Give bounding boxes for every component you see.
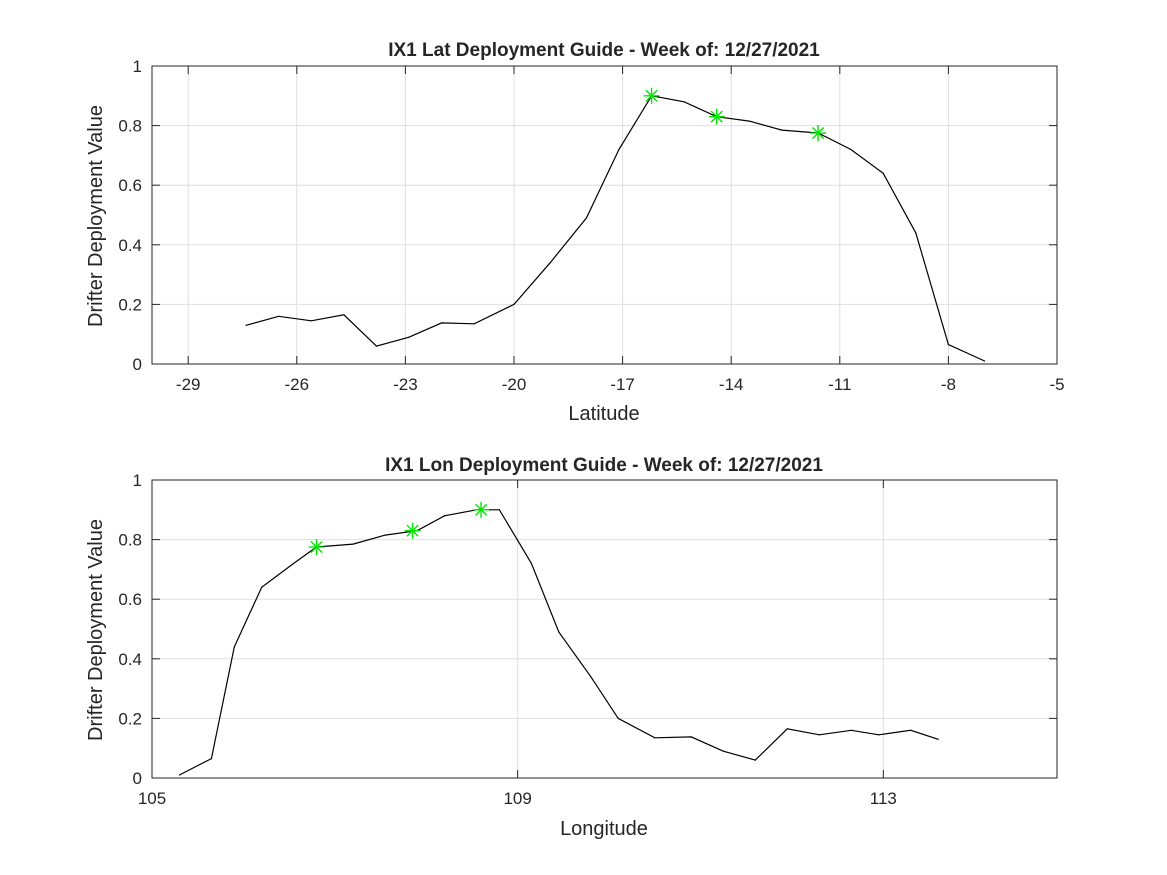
lon-y-tick-label: 0.4: [118, 650, 142, 669]
lon-data-point: [722, 750, 724, 752]
lon-data-point: [617, 717, 619, 720]
lon-y-tick-label: 1: [133, 471, 142, 490]
lat-data-point: [748, 120, 750, 122]
lat-x-tick-label: -26: [285, 375, 310, 394]
lon-data-point: [754, 759, 756, 761]
lat-highlight-marker: [708, 108, 725, 125]
lon-data-point: [937, 738, 939, 740]
lat-x-tick-label: -5: [1049, 375, 1064, 394]
lat-x-tick-label: -23: [393, 375, 418, 394]
lon-data-point: [210, 758, 213, 760]
lon-chart-title: IX1 Lon Deployment Guide - Week of: 12/2…: [385, 455, 823, 476]
lon-y-tick-label: 0.8: [118, 531, 142, 550]
lat-axes-border: [151, 65, 1058, 365]
lat-highlight-marker-stroke: [645, 89, 658, 102]
lon-highlight-marker-stroke: [474, 503, 488, 516]
lon-data-point: [878, 734, 880, 736]
lat-data-point: [683, 101, 685, 103]
lon-data-point: [498, 509, 500, 511]
lat-data-point: [408, 336, 410, 338]
lat-chart-title: IX1 Lat Deployment Guide - Week of: 12/2…: [388, 40, 820, 61]
lon-highlight-marker: [404, 522, 421, 539]
lon-data-point: [590, 676, 592, 678]
lon-data-point: [786, 728, 788, 730]
lon-axes-box: [151, 479, 1058, 779]
lat-y-tick-label: 0: [133, 355, 142, 374]
lon-y-tick-label: 0.2: [118, 709, 142, 728]
lon-data-point: [654, 737, 656, 739]
lat-data-point: [585, 217, 588, 219]
lat-x-tick-label: -8: [941, 375, 956, 394]
lat-y-tick-label: 0.4: [118, 236, 142, 255]
lon-y-tick-label: 0.6: [118, 590, 142, 609]
lat-x-tick-label: -29: [176, 375, 201, 394]
lon-series-line: [179, 509, 939, 776]
lat-data-point: [549, 262, 551, 264]
lat-data-point: [984, 360, 986, 362]
lon-x-tick-label: 105: [138, 789, 166, 808]
lat-y-axis-label: Drifter Deployment Value: [85, 105, 107, 327]
lat-y-tick-label: 0.2: [118, 295, 142, 314]
lon-data-point: [443, 515, 446, 517]
lon-data-point: [690, 736, 692, 738]
lon-highlight-marker-stroke: [310, 540, 323, 554]
lon-data-point: [530, 562, 532, 565]
lon-y-tick-label: 0: [133, 769, 142, 788]
lon-data-point: [558, 631, 560, 633]
lat-x-tick-label: -17: [610, 375, 635, 394]
lat-data-point: [850, 148, 852, 151]
lon-data-point: [384, 534, 386, 536]
lat-y-tick-label: 0.6: [118, 176, 142, 195]
lon-deployment-axes: 105 109 113 0 0.2 0.4 0.6 0.8 1 IX1 Lon Deployme…: [85, 455, 1058, 840]
lon-data-point: [910, 729, 912, 731]
lon-x-axis-label: Longitude: [560, 818, 648, 840]
lat-deployment-axes: -29 -26 -23 -20 -17 -14 -11 -8 -500.20.40.60.81 …: [85, 40, 1065, 425]
lon-data-point: [850, 729, 852, 731]
lon-y-axis-label: Drifter Deployment Value: [85, 519, 107, 741]
lat-data-point: [781, 129, 783, 131]
lat-data-point: [245, 324, 247, 326]
lat-highlight-marker: [810, 125, 827, 142]
lat-data-point: [375, 345, 378, 347]
lon-x-tick-label: 113: [870, 789, 897, 808]
lat-x-axis-label: Latitude: [568, 403, 639, 425]
lat-plot-area: -29 -26 -23 -20 -17 -14 -11 -8 -5 0 0.2 0.4 0.6 0.8 1: [118, 57, 1064, 394]
lat-data-point: [343, 314, 345, 316]
lon-data-point: [352, 543, 354, 545]
lon-data-point: [261, 586, 263, 588]
lat-y-tick-label: 1: [133, 57, 142, 76]
lon-data-point: [818, 734, 820, 736]
lat-data-point: [882, 172, 884, 174]
lat-data-point: [441, 322, 443, 324]
lat-x-tick-label: -14: [719, 375, 744, 394]
lon-axes-border: [151, 479, 1058, 779]
lat-data-point: [513, 303, 515, 305]
lat-data-point: [473, 323, 475, 325]
lat-x-tick-label: -11: [828, 375, 851, 394]
lat-y-tick-label: 0.8: [118, 117, 142, 136]
lon-x-tick-label: 109: [503, 789, 531, 808]
lon-highlight-marker-stroke: [406, 524, 419, 537]
lon-highlight-marker: [308, 539, 325, 556]
lat-data-point: [278, 315, 280, 317]
lon-data-point: [233, 646, 235, 648]
lat-highlight-marker-stroke: [811, 126, 825, 140]
lat-highlight-marker-stroke: [710, 110, 723, 123]
lat-data-point: [947, 344, 950, 346]
lon-plot-area: 105 109 113 0 0.2 0.4 0.6 0.8 1: [118, 471, 1058, 808]
lat-data-point: [310, 320, 312, 322]
lon-data-point: [178, 774, 181, 776]
lon-highlight-marker: [473, 501, 490, 518]
lat-data-point: [618, 148, 620, 151]
lat-highlight-marker: [643, 87, 660, 104]
lat-data-point: [915, 232, 917, 234]
lat-x-tick-label: -20: [502, 375, 527, 394]
lon-data-point: [293, 562, 295, 565]
lat-axes-box: [151, 65, 1058, 365]
